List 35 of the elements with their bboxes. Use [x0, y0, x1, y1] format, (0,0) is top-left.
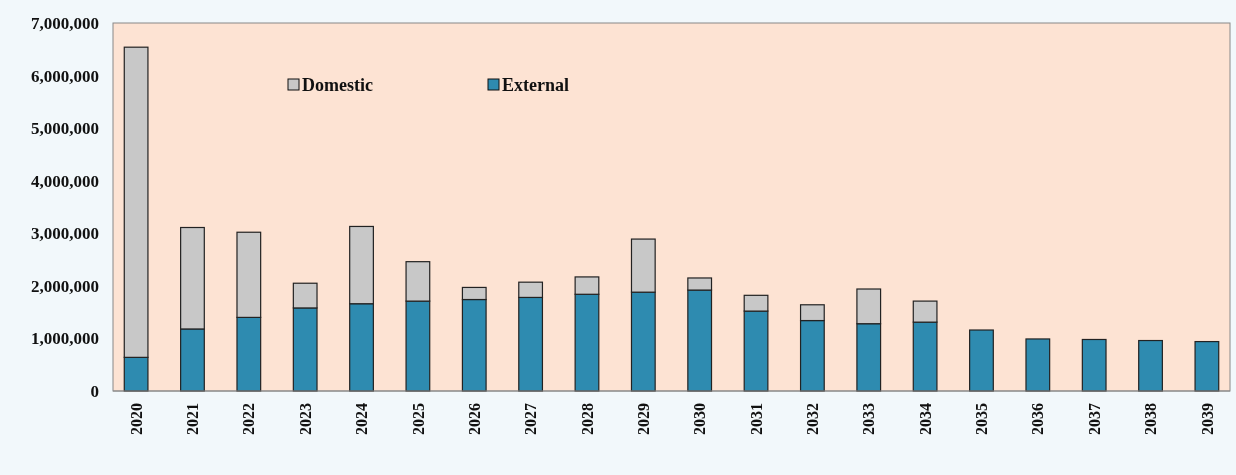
x-tick-label: 2037: [1085, 403, 1103, 435]
y-tick-label: 7,000,000: [31, 13, 99, 33]
x-tick-label: 2024: [353, 403, 371, 435]
y-tick-label: 4,000,000: [31, 171, 99, 191]
y-tick-label: 3,000,000: [31, 224, 99, 244]
bar: [1194, 340, 1220, 392]
bar: [1138, 339, 1163, 392]
legend-label: Domestic: [302, 75, 373, 96]
bar: [1081, 338, 1107, 392]
x-tick-label: 2030: [691, 403, 709, 435]
x-tick-label: 2032: [803, 403, 821, 435]
x-tick-label: 2033: [860, 403, 878, 435]
bar: [969, 329, 994, 392]
x-tick-label: 2020: [127, 403, 145, 435]
y-tick-label: 5,000,000: [31, 119, 99, 139]
x-tick-label: 2023: [296, 403, 314, 435]
x-tick-label: 2038: [1142, 403, 1160, 435]
x-tick-label: 2034: [916, 403, 934, 435]
x-tick-label: 2028: [578, 403, 596, 435]
x-tick-label: 2022: [240, 403, 258, 435]
y-tick-label: 1,000,000: [31, 329, 99, 349]
y-tick-label: 2,000,000: [31, 276, 99, 296]
x-tick-label: 2025: [409, 403, 427, 435]
y-tick-label: 6,000,000: [31, 66, 99, 86]
x-tick-label: 2027: [522, 403, 540, 435]
x-tick-label: 2026: [465, 403, 483, 435]
bar: [1025, 338, 1051, 392]
x-tick-label: 2039: [1198, 403, 1216, 435]
x-tick-label: 2036: [1029, 403, 1047, 435]
y-tick-label: 0: [90, 381, 99, 401]
x-tick-label: 2031: [747, 403, 765, 435]
legend-label: External: [502, 75, 569, 96]
x-tick-label: 2035: [973, 403, 991, 435]
x-tick-label: 2021: [184, 403, 202, 435]
x-tick-label: 2029: [634, 403, 652, 435]
